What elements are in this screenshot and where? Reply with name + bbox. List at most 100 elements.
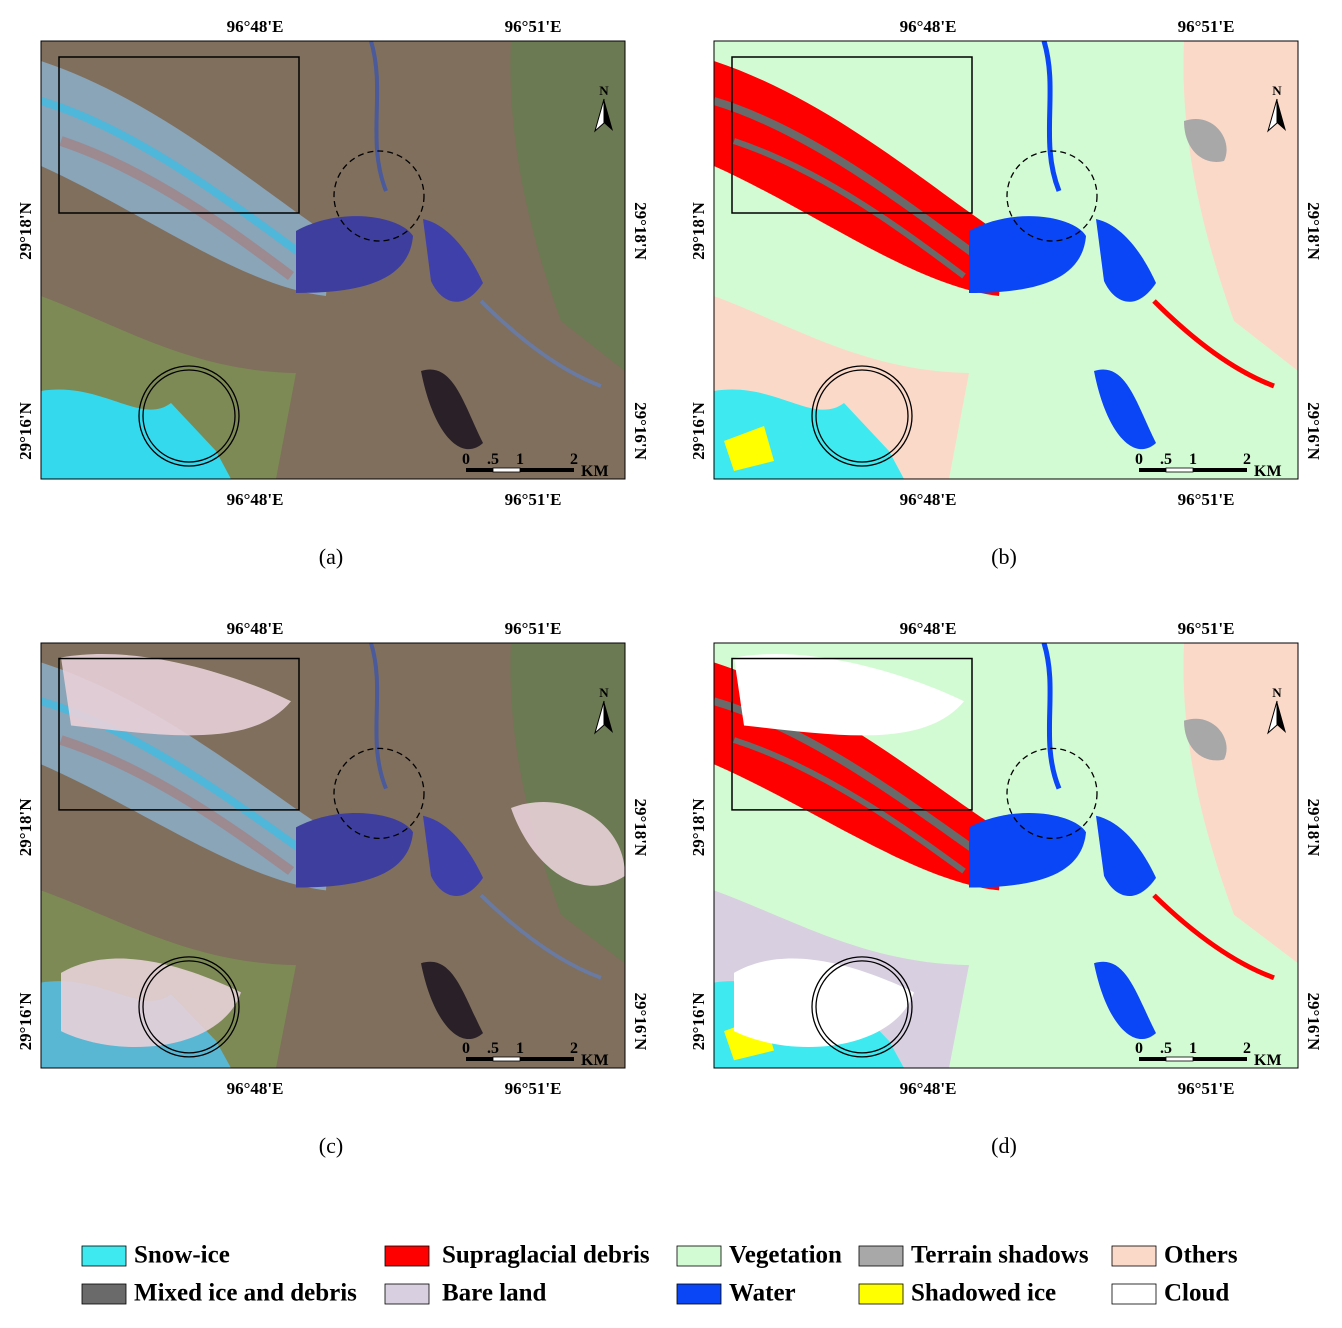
scale-tick-label: .5 (1160, 451, 1172, 468)
scale-bar (520, 468, 574, 472)
cloud (61, 958, 241, 1048)
scale-tick-label: .5 (1160, 1040, 1172, 1057)
legend-label: Others (1164, 1242, 1238, 1269)
north-arrow (604, 99, 613, 131)
river (369, 643, 388, 790)
class-water (1041, 41, 1062, 192)
class-water (1041, 643, 1062, 790)
cloud (511, 801, 625, 886)
legend-label: Water (729, 1280, 796, 1307)
class-mixed (733, 138, 966, 279)
longitude-label: 96°48'E (227, 490, 284, 509)
north-label: N (1272, 685, 1282, 700)
latitude-label: 29°18'N (689, 201, 708, 260)
longitude-label: 96°48'E (227, 1079, 284, 1098)
map-image (41, 41, 625, 479)
longitude-label: 96°48'E (900, 1079, 957, 1098)
map-shapes (714, 41, 1298, 479)
longitude-label: 96°51'E (505, 490, 562, 509)
map-image (714, 41, 1298, 479)
scale-tick-label: 2 (1243, 1040, 1251, 1057)
longitude-label: 96°51'E (1178, 619, 1235, 638)
legend-label: Terrain shadows (911, 1242, 1089, 1269)
class-debris (1152, 893, 1275, 981)
legend-swatch (1111, 1283, 1157, 1305)
scale-unit: KM (581, 1052, 609, 1069)
scale-tick-label: 2 (570, 451, 578, 468)
panel-caption: (b) (991, 544, 1017, 569)
latitude-label: 29°18'N (631, 202, 650, 261)
map-image (714, 643, 1298, 1068)
scale-tick-label: 0 (462, 451, 470, 468)
river (369, 41, 388, 192)
class-others (1183, 643, 1298, 964)
scale-tick-label: 1 (1189, 1040, 1197, 1057)
longitude-label: 96°51'E (1178, 490, 1235, 509)
scale-bar (492, 1056, 521, 1062)
ice-band (59, 136, 294, 281)
latitude-label: 29°16'N (631, 993, 650, 1052)
map-shapes (41, 643, 625, 1068)
legend-swatch (384, 1283, 430, 1305)
ice-band (59, 735, 294, 875)
class-debris (1152, 299, 1275, 389)
legend-swatch (676, 1245, 722, 1267)
river (479, 299, 602, 388)
frame (713, 642, 1299, 1069)
ice-band (41, 97, 314, 265)
scale-bar (1193, 468, 1247, 472)
map-panel: N 0 .5 1 2KM 96°48'E 96°48'E 96°51'E 96°51'E 29°1… (689, 17, 1323, 569)
scale-unit: KM (1254, 1052, 1282, 1069)
legend-swatch (81, 1283, 127, 1305)
lake (423, 815, 483, 897)
longitude-label: 96°48'E (900, 17, 957, 36)
longitude-label: 96°48'E (900, 619, 957, 638)
north-label: N (599, 685, 609, 700)
legend-swatch (384, 1245, 430, 1267)
longitude-label: 96°51'E (505, 1079, 562, 1098)
longitude-label: 96°51'E (505, 17, 562, 36)
north-arrow (1277, 99, 1286, 131)
scale-bar (492, 467, 521, 473)
double-circle (811, 365, 913, 467)
snow (41, 389, 231, 479)
scale-tick-label: 0 (1135, 451, 1143, 468)
legend-label: Supraglacial debris (442, 1242, 650, 1269)
class-terrain-shadow (1184, 718, 1227, 761)
class-terrain-shadow (1184, 119, 1227, 162)
latitude-label: 29°16'N (1304, 993, 1323, 1052)
dashed-circle (1006, 747, 1098, 840)
double-circle (815, 369, 909, 463)
frame (713, 40, 1299, 480)
study-box (58, 56, 300, 214)
scale-bar (1165, 467, 1194, 473)
class-water (1096, 815, 1156, 897)
longitude-label: 96°51'E (1178, 1079, 1235, 1098)
latitude-label: 29°16'N (16, 401, 35, 460)
dashed-circle (333, 747, 425, 840)
legend-label: Bare land (442, 1280, 547, 1307)
latitude-label: 29°16'N (16, 992, 35, 1051)
scale-tick-label: 0 (462, 1040, 470, 1057)
longitude-label: 96°48'E (227, 619, 284, 638)
scale-tick-label: 1 (516, 1040, 524, 1057)
north-arrow (604, 701, 613, 733)
river (479, 893, 602, 980)
scale-bar (520, 1057, 574, 1061)
study-box (58, 657, 300, 811)
lake (423, 219, 483, 302)
longitude-label: 96°48'E (900, 490, 957, 509)
scale-unit: KM (581, 463, 609, 480)
map-shapes (41, 41, 625, 479)
map-panel: N 0 .5 1 2KM 96°48'E 96°48'E 96°51'E 96°51'E 29°1… (16, 17, 650, 569)
class-water (969, 216, 1086, 293)
latitude-label: 29°18'N (631, 798, 650, 857)
class-water (969, 812, 1086, 888)
scale-unit: KM (1254, 463, 1282, 480)
map-panel: N 0 .5 1 2KM 96°48'E 96°48'E 96°51'E 96°51'E 29°1… (16, 619, 650, 1158)
north-label: N (1272, 83, 1282, 98)
scale-tick-label: 1 (1189, 451, 1197, 468)
study-box (731, 657, 973, 811)
